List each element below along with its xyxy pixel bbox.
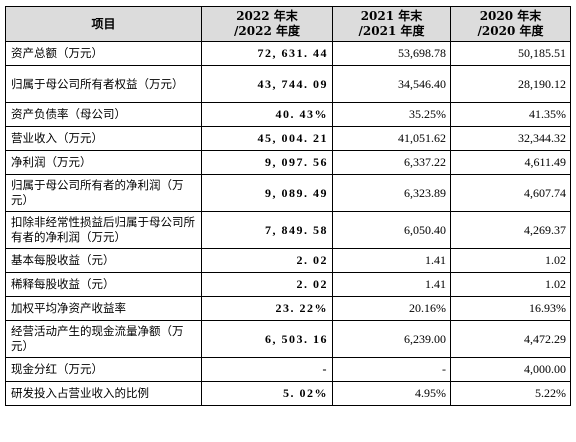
cell-2022: 9, 097. 56 [201,150,333,175]
row-label: 营业收入（万元） [5,126,202,151]
table-row-rd-ratio: 研发投入占营业收入的比例 5. 02% 4.95% 5.22% [5,381,571,406]
table-row-cash-dividend: 现金分红（万元） - - 4,000.00 [5,357,571,382]
cell-2022: 45, 004. 21 [201,126,333,151]
table-row-operating-cash-flow: 经营活动产生的现金流量净额（万元） 6, 503. 16 6,239.00 4,… [5,320,571,358]
table-row-total-assets: 资产总额（万元） 72, 631. 44 53,698.78 50,185.51 [5,41,571,66]
cell-2022: - [201,357,333,382]
cell-2021: 20.16% [332,296,451,321]
header-2020-line2: /2020 年度 [477,24,544,38]
row-label: 经营活动产生的现金流量净额（万元） [5,320,202,358]
table-row-basic-eps: 基本每股收益（元） 2. 02 1.41 1.02 [5,248,571,273]
cell-2021: 1.41 [332,272,451,297]
header-2021-line2: /2021 年度 [358,24,425,38]
header-2021: 2021 年末 /2021 年度 [332,6,451,42]
cell-2022: 6, 503. 16 [201,320,333,358]
cell-2021: 34,546.40 [332,65,451,103]
table-row-parent-equity: 归属于母公司所有者权益（万元） 43, 744. 09 34,546.40 28… [5,65,571,103]
cell-2021: 35.25% [332,102,451,127]
header-2020: 2020 年末 /2020 年度 [450,6,571,42]
table-row-adjusted-net-profit: 扣除非经常性损益后归属于母公司所有者的净利润（万元） 7, 849. 58 6,… [5,211,571,249]
cell-2022: 2. 02 [201,272,333,297]
header-item-label: 项目 [91,16,116,31]
row-label: 现金分红（万元） [5,357,202,382]
cell-2020: 1.02 [450,272,571,297]
table-row-diluted-eps: 稀释每股收益（元） 2. 02 1.41 1.02 [5,272,571,297]
cell-2021: 4.95% [332,381,451,406]
header-2020-line1: 2020 年末 [479,9,542,23]
table-header-row: 项目 2022 年末 /2022 年度 2021 年末 /2021 年度 202… [5,6,571,42]
row-label: 归属于母公司所有者权益（万元） [5,65,202,103]
cell-2021: 6,050.40 [332,211,451,249]
header-2022-line1: 2022 年末 [236,9,298,23]
row-label: 研发投入占营业收入的比例 [5,381,202,406]
cell-2021: 6,239.00 [332,320,451,358]
row-label: 稀释每股收益（元） [5,272,202,297]
cell-2021: 6,337.22 [332,150,451,175]
cell-2021: 1.41 [332,248,451,273]
header-2022-line2: /2022 年度 [234,24,300,38]
cell-2022: 72, 631. 44 [201,41,333,66]
cell-2022: 7, 849. 58 [201,211,333,249]
row-label: 资产负债率（母公司） [5,102,202,127]
row-label: 资产总额（万元） [5,41,202,66]
cell-2021: 53,698.78 [332,41,451,66]
row-label: 扣除非经常性损益后归属于母公司所有者的净利润（万元） [5,211,202,249]
cell-2020: 5.22% [450,381,571,406]
cell-2022: 5. 02% [201,381,333,406]
table-row-parent-net-profit: 归属于母公司所有者的净利润（万元） 9, 089. 49 6,323.89 4,… [5,174,571,212]
cell-2020: 16.93% [450,296,571,321]
financial-table-container: 项目 2022 年末 /2022 年度 2021 年末 /2021 年度 202… [5,6,571,406]
cell-2021: - [332,357,451,382]
row-label: 净利润（万元） [5,150,202,175]
cell-2021: 6,323.89 [332,174,451,212]
cell-2022: 40. 43% [201,102,333,127]
cell-2022: 23. 22% [201,296,333,321]
cell-2022: 2. 02 [201,248,333,273]
table-row-revenue: 营业收入（万元） 45, 004. 21 41,051.62 32,344.32 [5,126,571,151]
cell-2021: 41,051.62 [332,126,451,151]
cell-2020: 28,190.12 [450,65,571,103]
row-label: 归属于母公司所有者的净利润（万元） [5,174,202,212]
cell-2020: 4,000.00 [450,357,571,382]
header-item: 项目 [5,6,202,42]
financial-summary-table: 项目 2022 年末 /2022 年度 2021 年末 /2021 年度 202… [5,6,571,406]
cell-2020: 50,185.51 [450,41,571,66]
cell-2020: 41.35% [450,102,571,127]
cell-2020: 4,607.74 [450,174,571,212]
cell-2020: 4,269.37 [450,211,571,249]
cell-2020: 1.02 [450,248,571,273]
header-2021-line1: 2021 年末 [360,9,423,23]
cell-2020: 4,611.49 [450,150,571,175]
header-2022: 2022 年末 /2022 年度 [201,6,333,42]
table-row-net-profit: 净利润（万元） 9, 097. 56 6,337.22 4,611.49 [5,150,571,175]
cell-2020: 32,344.32 [450,126,571,151]
cell-2022: 43, 744. 09 [201,65,333,103]
table-row-roe: 加权平均净资产收益率 23. 22% 20.16% 16.93% [5,296,571,321]
row-label: 加权平均净资产收益率 [5,296,202,321]
table-row-debt-ratio: 资产负债率（母公司） 40. 43% 35.25% 41.35% [5,102,571,127]
cell-2020: 4,472.29 [450,320,571,358]
row-label: 基本每股收益（元） [5,248,202,273]
cell-2022: 9, 089. 49 [201,174,333,212]
